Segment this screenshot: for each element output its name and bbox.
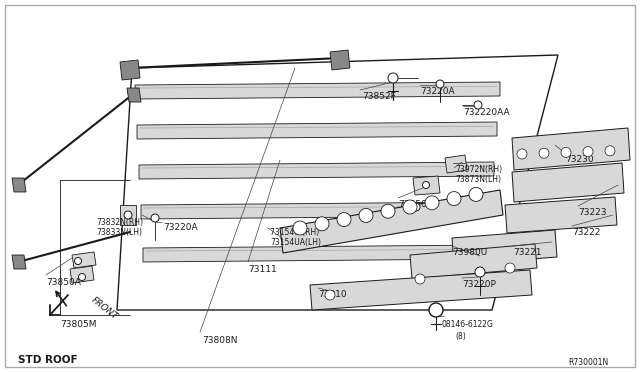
Text: 732220AA: 732220AA [463,108,509,117]
Text: 73832N(RH): 73832N(RH) [96,218,143,227]
Text: 73220A: 73220A [420,87,454,96]
Polygon shape [135,82,500,99]
Text: 73154U (RH): 73154U (RH) [270,228,319,237]
Polygon shape [70,266,94,283]
Circle shape [429,303,443,317]
Circle shape [422,182,429,189]
Circle shape [412,203,420,211]
Polygon shape [410,244,537,279]
Text: 73222: 73222 [572,228,600,237]
Circle shape [151,214,159,222]
Circle shape [436,80,444,88]
Circle shape [447,192,461,206]
Circle shape [293,221,307,235]
Text: 73850A: 73850A [46,278,81,287]
Circle shape [469,187,483,201]
Text: 73833N(LH): 73833N(LH) [96,228,142,237]
Polygon shape [330,50,350,70]
Text: 73210: 73210 [318,290,347,299]
Circle shape [605,146,615,156]
Circle shape [474,101,482,109]
Circle shape [381,204,395,218]
Polygon shape [413,176,440,195]
Text: 73111: 73111 [248,265,276,274]
Polygon shape [137,122,497,139]
Text: (8): (8) [455,332,466,341]
Text: B: B [433,305,439,314]
Polygon shape [120,60,140,80]
Circle shape [124,211,132,219]
Text: 73154UA(LH): 73154UA(LH) [270,238,321,247]
Polygon shape [141,202,491,219]
Text: R730001N: R730001N [568,358,608,367]
Polygon shape [139,162,494,179]
Text: STD ROOF: STD ROOF [18,355,77,365]
Circle shape [505,263,515,273]
Circle shape [425,196,439,210]
Text: 73980U: 73980U [452,248,487,257]
Polygon shape [120,205,136,225]
Text: 73808N: 73808N [202,336,237,345]
Circle shape [561,147,571,157]
Text: 08146-6122G: 08146-6122G [442,320,494,329]
Circle shape [325,290,335,300]
Polygon shape [12,178,26,192]
Text: 73873N(LH): 73873N(LH) [455,175,501,184]
Circle shape [539,148,549,158]
Circle shape [337,213,351,227]
Text: 73221: 73221 [513,248,541,257]
Circle shape [475,267,485,277]
Text: 73972N(RH): 73972N(RH) [455,165,502,174]
Polygon shape [12,255,26,269]
Circle shape [359,208,373,222]
Circle shape [315,217,329,231]
Circle shape [403,200,417,214]
Polygon shape [127,88,141,102]
Polygon shape [72,252,96,268]
Text: 73220A: 73220A [163,223,198,232]
Circle shape [415,274,425,284]
Text: 73805M: 73805M [60,320,97,329]
Polygon shape [452,230,557,265]
Polygon shape [117,55,558,310]
Text: 73850A: 73850A [398,200,433,209]
Polygon shape [280,190,503,253]
Polygon shape [505,197,617,233]
Text: 73220P: 73220P [462,280,496,289]
Text: 73230: 73230 [565,155,594,164]
Circle shape [74,257,81,264]
Circle shape [517,149,527,159]
Polygon shape [445,155,467,173]
Text: 73852F: 73852F [362,92,396,101]
Polygon shape [310,270,532,310]
Polygon shape [143,245,488,262]
Circle shape [79,273,86,280]
Circle shape [388,73,398,83]
Polygon shape [512,128,630,170]
Circle shape [583,147,593,157]
Text: 73223: 73223 [578,208,607,217]
Text: FRONT: FRONT [90,295,119,321]
Polygon shape [512,163,624,202]
